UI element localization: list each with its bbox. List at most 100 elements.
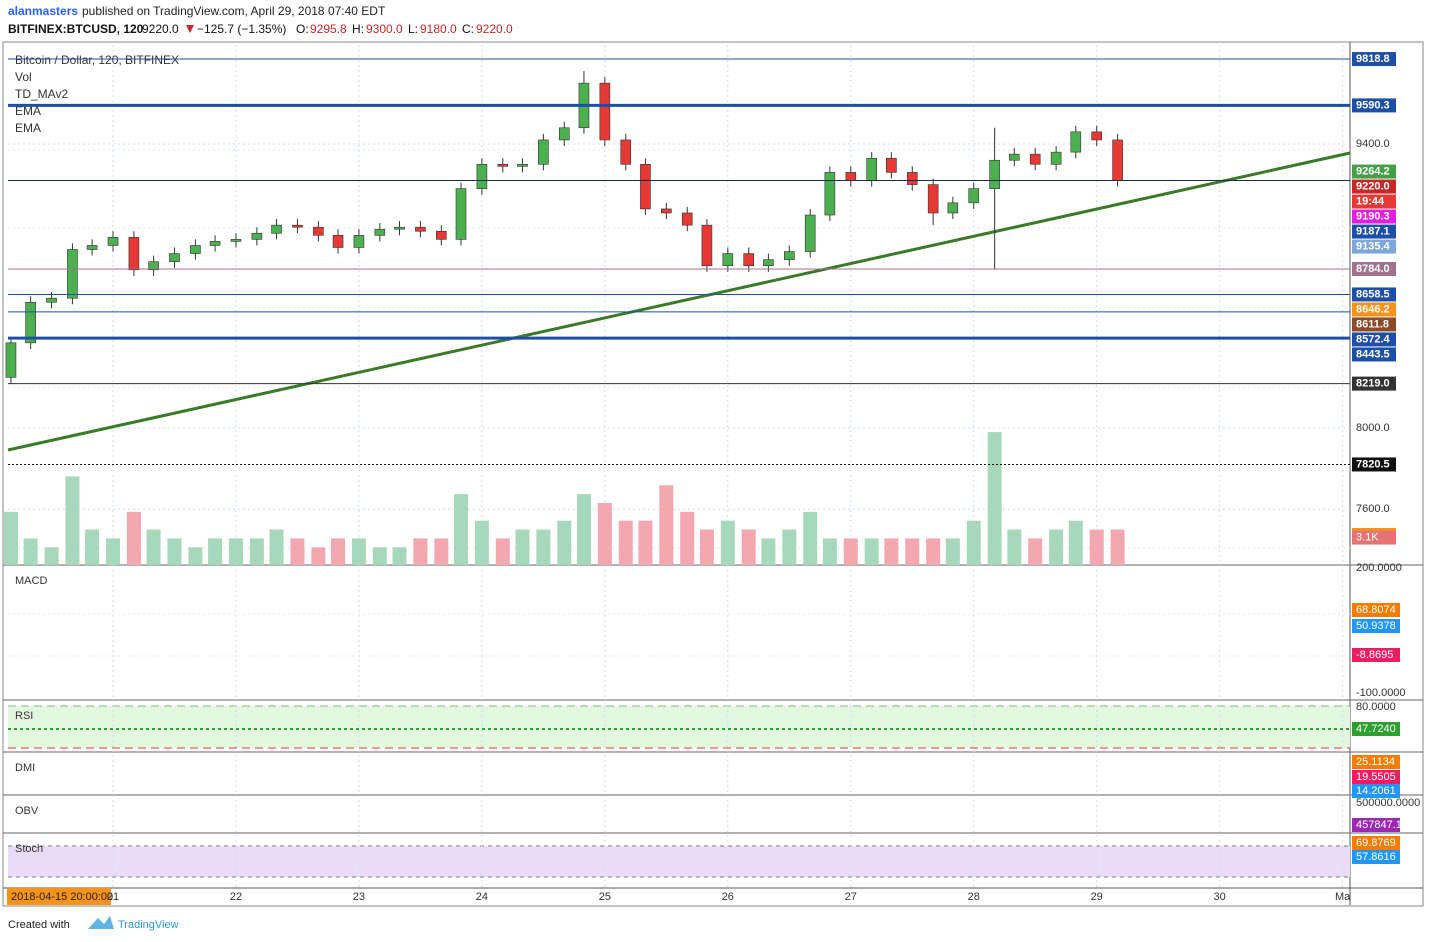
- indicator-label: 500000.0000: [1356, 797, 1420, 809]
- candle-body: [620, 139, 632, 165]
- legend-ema: EMA: [15, 104, 41, 118]
- stoch-band: [8, 846, 1350, 877]
- indicator-label: -100.0000: [1356, 687, 1406, 699]
- candle-body: [1112, 139, 1123, 181]
- indicator-label-box: [1352, 770, 1400, 784]
- volume-bar: [453, 494, 468, 565]
- indicator-label-box: [1352, 784, 1400, 798]
- volume-bar: [720, 520, 735, 565]
- candle-body: [989, 159, 1000, 189]
- candle-body: [866, 157, 877, 181]
- candle-body: [804, 214, 816, 252]
- indicator-label-box: [1352, 619, 1400, 633]
- volume-bar: [474, 520, 489, 565]
- candle-body: [415, 226, 426, 232]
- price-label: 8572.4: [1356, 333, 1391, 345]
- volume-bar: [803, 511, 818, 565]
- candle-body: [1091, 131, 1102, 141]
- volume-bar: [905, 538, 920, 565]
- volume-bar: [782, 529, 797, 565]
- price-label: 9590.3: [1356, 99, 1390, 111]
- volume-bar: [269, 529, 284, 565]
- volume-bar: [1089, 529, 1104, 565]
- volume-bar: [515, 529, 530, 565]
- candle-body: [517, 163, 528, 167]
- volume-label: 3.1K: [1356, 531, 1379, 543]
- volume-bar: [659, 485, 674, 565]
- volume-bar: [228, 538, 243, 565]
- indicator-label-box: [1352, 603, 1400, 617]
- candle-body: [1070, 131, 1082, 153]
- volume-bar: [926, 538, 941, 565]
- o-label: O:: [296, 22, 309, 36]
- trendline: [7, 151, 1351, 452]
- volume-bar: [536, 529, 551, 565]
- x-tick-label: 26: [722, 891, 734, 903]
- legend-main: Bitcoin / Dollar, 120, BITFINEX: [15, 53, 179, 67]
- price-label-box: [1352, 332, 1396, 347]
- volume-bar: [434, 538, 449, 565]
- candle-body: [497, 163, 509, 167]
- y-tick-label: 7600.0: [1356, 503, 1390, 515]
- candle-body: [947, 202, 959, 214]
- price-label: 9190.3: [1356, 210, 1390, 222]
- volume-bar: [126, 511, 141, 565]
- candle-body: [681, 212, 693, 226]
- volume-bar: [167, 538, 182, 565]
- price-label-box: [1352, 239, 1396, 254]
- volume-bar: [864, 538, 879, 565]
- indicator-label: 14.2061: [1356, 785, 1396, 797]
- price-label-box: [1352, 224, 1396, 239]
- x-tick-label: 23: [353, 891, 365, 903]
- candle-body: [128, 237, 140, 271]
- price-label-box: [1352, 317, 1396, 332]
- price-label-box: [1352, 457, 1396, 472]
- y-tick-label: 9400.0: [1356, 138, 1390, 150]
- footer-created: Created with: [8, 919, 70, 931]
- candle-body: [107, 237, 119, 246]
- price-label-box: [1352, 52, 1396, 67]
- author[interactable]: alanmasters: [8, 4, 78, 18]
- published: published on TradingView.com, April 29, …: [82, 4, 386, 18]
- indicator-label: 19.5505: [1356, 771, 1396, 783]
- volume-bar: [290, 538, 305, 565]
- candle-body: [271, 224, 282, 234]
- indicator-label-box: [1352, 648, 1400, 662]
- price-label-box: [1352, 194, 1396, 209]
- price-label-box: [1352, 302, 1396, 317]
- candle-body: [599, 82, 611, 141]
- x-tick-label: 28: [968, 891, 980, 903]
- h-label: H:: [352, 22, 364, 36]
- c-label: C:: [462, 22, 474, 36]
- indicator-label: 457847.1485: [1356, 819, 1420, 831]
- footer-brand[interactable]: TradingView: [118, 919, 179, 931]
- volume-bar: [311, 547, 326, 565]
- candle-body: [209, 241, 221, 246]
- candle-body: [968, 188, 980, 204]
- cursor-date: 2018-04-15 20:00:00: [11, 891, 113, 903]
- candle-body: [169, 253, 180, 262]
- candle-body: [558, 127, 570, 141]
- volume-bar: [3, 511, 18, 565]
- price-label: 8658.5: [1356, 288, 1390, 300]
- rsi-band: [8, 706, 1350, 748]
- indicator-label: 47.7240: [1356, 723, 1396, 735]
- candle-body: [230, 239, 242, 242]
- x-tick-label: 30: [1214, 891, 1226, 903]
- candle-body: [783, 251, 795, 260]
- indicator-name: RSI: [15, 710, 33, 722]
- price-label: 8611.8: [1356, 318, 1389, 330]
- candle-body: [845, 172, 857, 181]
- candle-body: [86, 245, 98, 250]
- candle-body: [67, 249, 78, 299]
- indicator-label: 80.0000: [1356, 701, 1396, 713]
- candle-body: [1009, 153, 1020, 161]
- volume-bar: [987, 432, 1002, 565]
- volume-bar: [1028, 538, 1043, 565]
- candle-body: [436, 230, 447, 240]
- legend-vol: Vol: [15, 70, 32, 84]
- x-tick-label: 27: [845, 891, 857, 903]
- o-value: 9295.8: [310, 22, 347, 36]
